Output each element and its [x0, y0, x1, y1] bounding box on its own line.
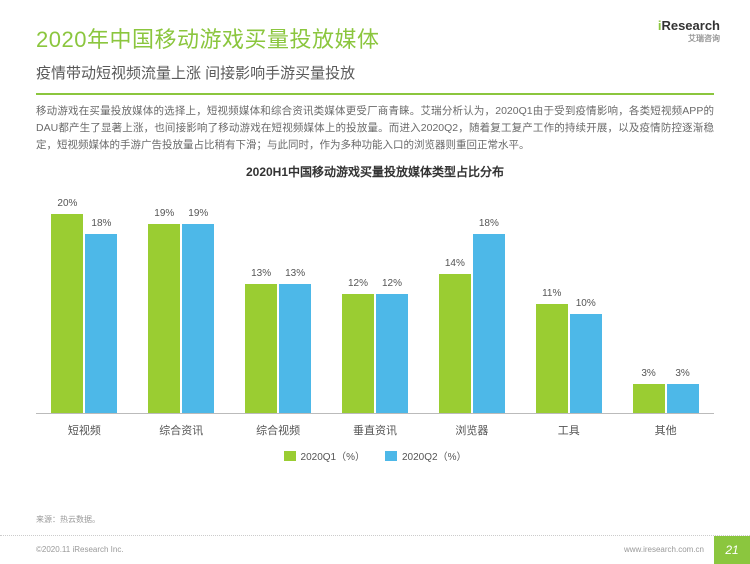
- bar-group: 19%19%: [133, 194, 230, 414]
- bar-value-label: 18%: [473, 218, 505, 229]
- bar: 13%: [245, 284, 277, 414]
- bar: 19%: [182, 224, 214, 414]
- legend-swatch: [284, 451, 296, 461]
- bar-value-label: 11%: [536, 288, 568, 299]
- bar-value-label: 3%: [667, 368, 699, 379]
- chart-legend: 2020Q1（%） 2020Q2（%）: [36, 448, 714, 463]
- footer: ©2020.11 iResearch Inc. www.iresearch.co…: [0, 535, 750, 563]
- legend-label: 2020Q1（%）: [301, 448, 365, 463]
- bar: 10%: [570, 314, 602, 414]
- bar: 20%: [51, 214, 83, 414]
- x-axis-label: 其他: [617, 422, 714, 438]
- page-title: 2020年中国移动游戏买量投放媒体: [36, 22, 714, 54]
- bar-group: 13%13%: [230, 194, 327, 414]
- bar-value-label: 20%: [51, 198, 83, 209]
- chart-container: 2020H1中国移动游戏买量投放媒体类型占比分布 20%18%19%19%13%…: [0, 153, 750, 463]
- source-note: 来源：热云数据。: [36, 514, 100, 525]
- bar-value-label: 13%: [279, 268, 311, 279]
- bar: 13%: [279, 284, 311, 414]
- legend-swatch: [385, 451, 397, 461]
- slide: iResearch 艾瑞咨询 2020年中国移动游戏买量投放媒体 疫情带动短视频…: [0, 0, 750, 563]
- bar: 19%: [148, 224, 180, 414]
- logo-text: Research: [661, 18, 720, 33]
- x-axis-label: 垂直资讯: [327, 422, 424, 438]
- bar-group: 11%10%: [520, 194, 617, 414]
- copyright: ©2020.11 iResearch Inc.: [36, 545, 624, 554]
- x-axis-label: 综合视频: [230, 422, 327, 438]
- x-axis-label: 短视频: [36, 422, 133, 438]
- bar: 12%: [376, 294, 408, 414]
- bar-chart: 20%18%19%19%13%13%12%12%14%18%11%10%3%3%…: [36, 194, 714, 444]
- bar-value-label: 13%: [245, 268, 277, 279]
- page-number: 21: [714, 536, 750, 564]
- logo: iResearch 艾瑞咨询: [658, 18, 720, 44]
- x-axis-label: 浏览器: [423, 422, 520, 438]
- bar-group: 12%12%: [327, 194, 424, 414]
- bar-value-label: 14%: [439, 258, 471, 269]
- bar: 11%: [536, 304, 568, 414]
- bar-group: 3%3%: [617, 194, 714, 414]
- bar-group: 20%18%: [36, 194, 133, 414]
- header: 2020年中国移动游戏买量投放媒体 疫情带动短视频流量上涨 间接影响手游买量投放: [0, 0, 750, 89]
- bar: 18%: [85, 234, 117, 414]
- bar-value-label: 12%: [342, 278, 374, 289]
- bar: 3%: [633, 384, 665, 414]
- bar: 14%: [439, 274, 471, 414]
- bar: 12%: [342, 294, 374, 414]
- body-paragraph: 移动游戏在买量投放媒体的选择上，短视频媒体和综合资讯类媒体更受厂商青睐。艾瑞分析…: [0, 95, 750, 153]
- page-subtitle: 疫情带动短视频流量上涨 间接影响手游买量投放: [36, 62, 714, 83]
- legend-item: 2020Q1（%）: [284, 448, 365, 463]
- bar-value-label: 19%: [148, 208, 180, 219]
- x-axis-label: 综合资讯: [133, 422, 230, 438]
- logo-subtitle: 艾瑞咨询: [658, 33, 720, 44]
- x-axis-label: 工具: [520, 422, 617, 438]
- chart-title: 2020H1中国移动游戏买量投放媒体类型占比分布: [36, 163, 714, 180]
- bar-group: 14%18%: [423, 194, 520, 414]
- legend-item: 2020Q2（%）: [385, 448, 466, 463]
- bar-value-label: 12%: [376, 278, 408, 289]
- bar: 18%: [473, 234, 505, 414]
- bar-value-label: 3%: [633, 368, 665, 379]
- footer-url: www.iresearch.com.cn: [624, 545, 704, 554]
- legend-label: 2020Q2（%）: [402, 448, 466, 463]
- x-axis-line: [36, 413, 714, 414]
- bar: 3%: [667, 384, 699, 414]
- bar-value-label: 10%: [570, 298, 602, 309]
- bar-value-label: 19%: [182, 208, 214, 219]
- bar-value-label: 18%: [85, 218, 117, 229]
